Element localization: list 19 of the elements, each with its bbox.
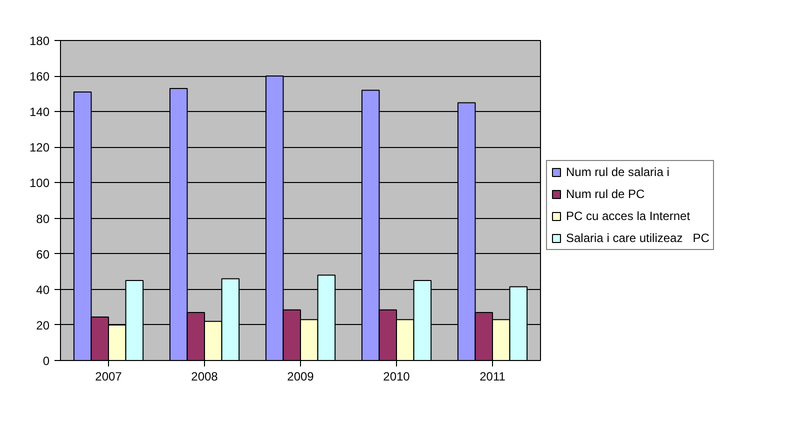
y-tick-label: 160 [29,70,50,84]
x-tick-label: 2007 [95,370,122,384]
y-tick-label: 140 [29,105,50,120]
legend-label: Num rul de salaria i [566,165,670,179]
x-tick-label: 2010 [383,370,410,384]
y-tick-label: 60 [36,247,50,262]
legend-label: Num rul de PC [566,187,645,201]
y-tick-label: 120 [29,140,50,155]
legend-label: Salaria i care utilizeaz PC [566,231,710,245]
y-tick-label: 20 [36,318,50,332]
y-tick-label: 40 [36,282,50,297]
x-tick-label: 2009 [287,370,314,384]
y-tick-label: 180 [29,34,50,48]
legend-label: PC cu acces la Internet [566,209,690,223]
x-tick-label: 2008 [191,370,218,384]
x-tick-label: 2011 [480,370,506,384]
y-tick-label: 0 [42,354,50,368]
y-tick-label: 100 [29,176,50,190]
y-tick-label: 80 [36,212,50,226]
